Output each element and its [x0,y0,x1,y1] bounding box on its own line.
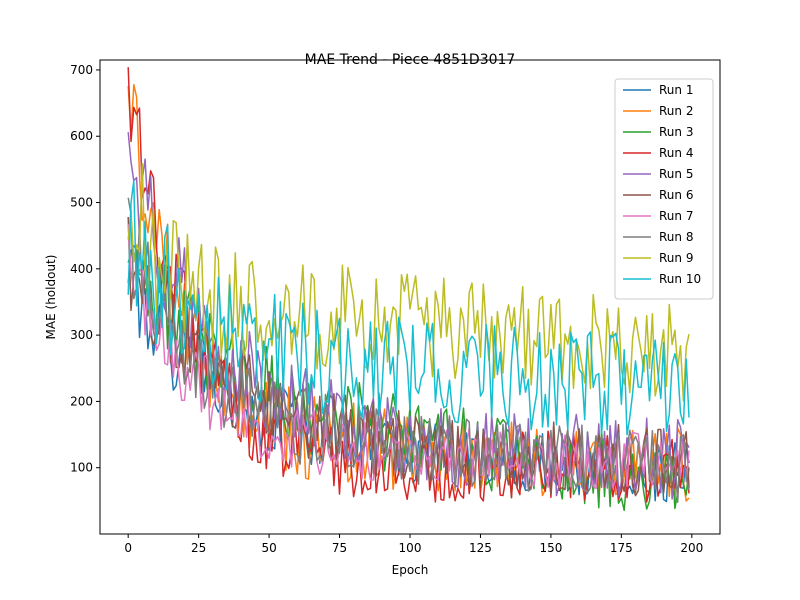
legend-box [614,78,714,300]
x-tick-label: 175 [610,541,633,555]
x-tick-label: 200 [680,541,703,555]
legend-label: Run 10 [659,272,701,286]
y-tick-label: 300 [70,328,93,342]
x-tick-label: 100 [399,541,422,555]
x-tick-label: 50 [261,541,276,555]
legend-label: Run 8 [659,230,693,244]
x-axis-label: Epoch [392,563,429,577]
series-lines [127,67,690,512]
y-tick-label: 100 [70,461,93,475]
series-line-run-8 [127,197,690,503]
legend-label: Run 6 [659,188,693,202]
x-tick-label: 125 [469,541,492,555]
y-axis: 100 200 300 400 500 600 700 [70,63,100,475]
legend: Run 1 Run 2 Run 3 Run 4 Run 5 Run 6 Run 7 Run 8… [614,78,714,300]
series-line-run-9 [127,162,690,402]
y-tick-label: 400 [70,262,93,276]
legend-label: Run 3 [659,125,693,139]
series-line-run-10 [127,180,690,436]
x-tick-label: 75 [332,541,347,555]
legend-label: Run 1 [659,83,693,97]
y-tick-label: 200 [70,394,93,408]
y-axis-label: MAE (holdout) [44,255,58,340]
legend-label: Run 4 [659,146,693,160]
y-tick-label: 700 [70,63,93,77]
y-tick-label: 500 [70,196,93,210]
y-tick-label: 600 [70,129,93,143]
legend-label: Run 9 [659,251,693,265]
x-tick-label: 150 [539,541,562,555]
legend-label: Run 2 [659,104,693,118]
legend-label: Run 7 [659,209,693,223]
plot-area [127,67,690,512]
x-axis: 0 25 50 75 100 125 150 175 200 [124,534,703,555]
x-tick-label: 0 [124,541,132,555]
x-tick-label: 25 [191,541,206,555]
legend-label: Run 5 [659,167,693,181]
series-line-run-7 [127,224,690,490]
